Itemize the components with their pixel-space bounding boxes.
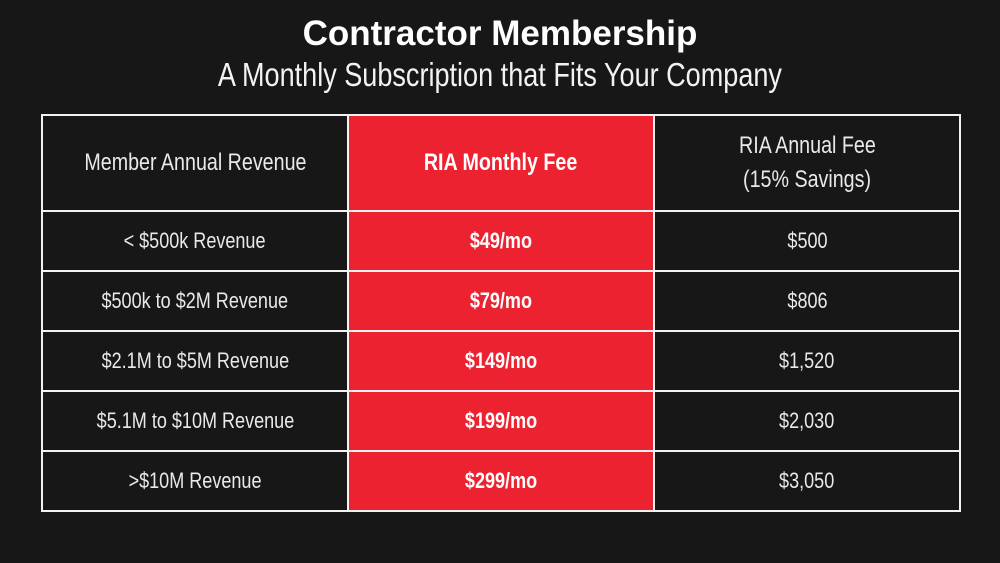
cell-monthly-fee: $79/mo	[347, 270, 655, 332]
table-row: $5.1M to $10M Revenue $199/mo $2,030	[41, 390, 961, 452]
cell-revenue: >$10M Revenue	[41, 450, 349, 512]
col-header-monthly-fee: RIA Monthly Fee	[347, 114, 655, 212]
table-header-row: Member Annual Revenue RIA Monthly Fee RI…	[41, 114, 961, 212]
title-block: Contractor Membership A Monthly Subscrip…	[0, 14, 1000, 94]
table-row: >$10M Revenue $299/mo $3,050	[41, 450, 961, 512]
cell-revenue: $500k to $2M Revenue	[41, 270, 349, 332]
cell-revenue: $2.1M to $5M Revenue	[41, 330, 349, 392]
cell-annual-fee: $1,520	[653, 330, 961, 392]
cell-annual-fee: $500	[653, 210, 961, 272]
page-title: Contractor Membership	[302, 14, 698, 53]
cell-monthly-fee: $149/mo	[347, 330, 655, 392]
cell-monthly-fee: $49/mo	[347, 210, 655, 272]
pricing-table: Member Annual Revenue RIA Monthly Fee RI…	[41, 114, 961, 512]
table-row: $500k to $2M Revenue $79/mo $806	[41, 270, 961, 332]
cell-monthly-fee: $199/mo	[347, 390, 655, 452]
page-subtitle: A Monthly Subscription that Fits Your Co…	[217, 56, 783, 94]
table-row: $2.1M to $5M Revenue $149/mo $1,520	[41, 330, 961, 392]
col-header-annual-fee: RIA Annual Fee (15% Savings)	[653, 114, 961, 212]
cell-monthly-fee: $299/mo	[347, 450, 655, 512]
cell-annual-fee: $2,030	[653, 390, 961, 452]
cell-annual-fee: $3,050	[653, 450, 961, 512]
table-row: < $500k Revenue $49/mo $500	[41, 210, 961, 272]
cell-revenue: $5.1M to $10M Revenue	[41, 390, 349, 452]
col-header-revenue: Member Annual Revenue	[41, 114, 349, 212]
cell-revenue: < $500k Revenue	[41, 210, 349, 272]
cell-annual-fee: $806	[653, 270, 961, 332]
